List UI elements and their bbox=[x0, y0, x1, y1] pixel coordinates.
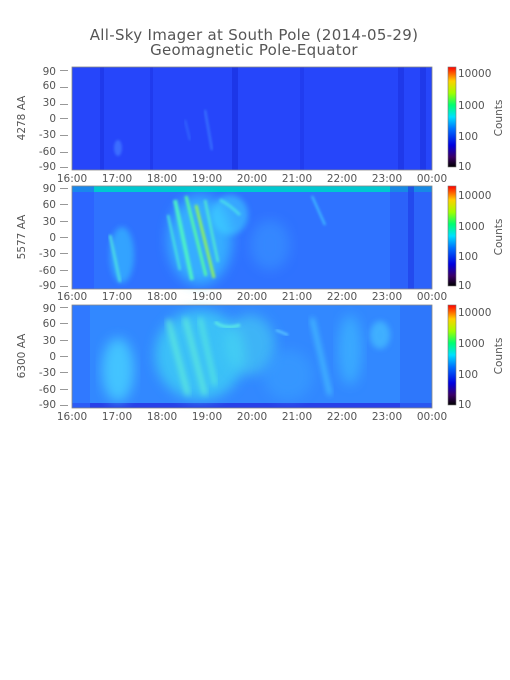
ytick-label: -60 bbox=[39, 384, 56, 396]
xtick-label: 23:00 bbox=[372, 291, 402, 303]
ytick-label: -60 bbox=[39, 265, 56, 277]
xtick-label: 21:00 bbox=[282, 173, 312, 185]
xtick-label: 00:00 bbox=[417, 411, 447, 423]
ytick-label: -30 bbox=[39, 129, 56, 141]
panel-4278-features bbox=[72, 67, 432, 170]
panel-5577-ylabel: 5577 AA bbox=[16, 214, 28, 260]
ytick-label: 0 bbox=[49, 232, 56, 244]
ytick-label: 0 bbox=[49, 113, 56, 125]
panel-4278-ylabel: 4278 AA bbox=[16, 95, 28, 141]
ytick-label: -30 bbox=[39, 248, 56, 260]
xtick-label: 18:00 bbox=[147, 411, 177, 423]
colorbar-label: Counts bbox=[493, 100, 505, 137]
ytick-label: 30 bbox=[43, 216, 56, 228]
panel-5577-features bbox=[72, 186, 432, 289]
panel-4278: 4278 AA 90 60 30 0 -30 -60 -90 16:00 17:… bbox=[16, 66, 505, 185]
xtick-label: 19:00 bbox=[192, 173, 222, 185]
colorbar-tick: 10000 bbox=[458, 190, 491, 202]
xtick-label: 16:00 bbox=[57, 291, 87, 303]
xtick-label: 23:00 bbox=[372, 411, 402, 423]
colorbar-tick: 10 bbox=[458, 161, 471, 173]
colorbar-tick: 1000 bbox=[458, 100, 485, 112]
panel-5577-xticks: 16:00 17:00 18:00 19:00 20:00 21:00 22:0… bbox=[57, 291, 447, 303]
colorbar-tick: 1000 bbox=[458, 338, 485, 350]
panel-4278-heatmap bbox=[72, 67, 432, 170]
ytick-label: 30 bbox=[43, 97, 56, 109]
xtick-label: 16:00 bbox=[57, 411, 87, 423]
xtick-label: 18:00 bbox=[147, 291, 177, 303]
ytick-label: -30 bbox=[39, 367, 56, 379]
panel-4278-xticks: 16:00 17:00 18:00 19:00 20:00 21:00 22:0… bbox=[57, 173, 447, 185]
xtick-label: 17:00 bbox=[102, 291, 132, 303]
panel-6300: 6300 AA 90 60 30 0 -30 -60 -90 16:00 17:… bbox=[16, 303, 505, 423]
xtick-label: 19:00 bbox=[192, 291, 222, 303]
xtick-label: 16:00 bbox=[57, 173, 87, 185]
xtick-label: 21:00 bbox=[282, 411, 312, 423]
panel-6300-features bbox=[72, 305, 432, 408]
xtick-label: 00:00 bbox=[417, 173, 447, 185]
ytick-label: -90 bbox=[39, 161, 56, 173]
xtick-label: 22:00 bbox=[327, 411, 357, 423]
colorbar-label: Counts bbox=[493, 338, 505, 375]
ytick-label: -90 bbox=[39, 399, 56, 411]
colorbar-tick: 10 bbox=[458, 399, 471, 411]
panel-6300-colorbar: 10000 1000 100 10 Counts bbox=[447, 304, 505, 411]
panel-6300-ylabel: 6300 AA bbox=[16, 333, 28, 379]
xtick-label: 18:00 bbox=[147, 173, 177, 185]
panel-5577-yticks: 90 60 30 0 -30 -60 -90 bbox=[39, 183, 68, 292]
chart-title: All-Sky Imager at South Pole (2014-05-29… bbox=[90, 26, 418, 44]
colorbar-tick: 100 bbox=[458, 369, 478, 381]
panel-5577: 5577 AA 90 60 30 0 -30 -60 -90 16:00 17:… bbox=[16, 183, 505, 303]
ytick-label: 60 bbox=[43, 318, 56, 330]
colorbar-label: Counts bbox=[493, 219, 505, 256]
colorbar-gradient bbox=[448, 305, 456, 405]
colorbar-tick: 100 bbox=[458, 131, 478, 143]
colorbar-tick: 100 bbox=[458, 251, 478, 263]
ytick-label: 90 bbox=[43, 303, 56, 315]
ytick-label: 60 bbox=[43, 199, 56, 211]
panel-6300-yticks: 90 60 30 0 -30 -60 -90 bbox=[39, 303, 68, 411]
colorbar-tick: 10000 bbox=[458, 68, 491, 80]
ytick-label: 60 bbox=[43, 80, 56, 92]
xtick-label: 17:00 bbox=[102, 173, 132, 185]
colorbar-tick: 1000 bbox=[458, 221, 485, 233]
ytick-label: -60 bbox=[39, 146, 56, 158]
panel-5577-colorbar: 10000 1000 100 10 Counts bbox=[447, 185, 505, 292]
xtick-label: 23:00 bbox=[372, 173, 402, 185]
xtick-label: 00:00 bbox=[417, 291, 447, 303]
xtick-label: 19:00 bbox=[192, 411, 222, 423]
xtick-label: 20:00 bbox=[237, 411, 267, 423]
ytick-label: 90 bbox=[43, 183, 56, 195]
xtick-label: 22:00 bbox=[327, 291, 357, 303]
colorbar-tick: 10 bbox=[458, 280, 471, 292]
xtick-label: 20:00 bbox=[237, 173, 267, 185]
chart-subtitle: Geomagnetic Pole-Equator bbox=[150, 41, 358, 59]
ytick-label: 30 bbox=[43, 335, 56, 347]
ytick-label: 90 bbox=[43, 66, 56, 78]
ytick-label: 0 bbox=[49, 351, 56, 363]
panel-4278-yticks: 90 60 30 0 -30 -60 -90 bbox=[39, 66, 68, 173]
colorbar-gradient bbox=[448, 67, 456, 167]
xtick-label: 17:00 bbox=[102, 411, 132, 423]
xtick-label: 22:00 bbox=[327, 173, 357, 185]
xtick-label: 21:00 bbox=[282, 291, 312, 303]
xtick-label: 20:00 bbox=[237, 291, 267, 303]
panel-4278-colorbar: 10000 1000 100 10 Counts bbox=[447, 66, 505, 173]
colorbar-gradient bbox=[448, 186, 456, 286]
ytick-label: -90 bbox=[39, 280, 56, 292]
panel-6300-xticks: 16:00 17:00 18:00 19:00 20:00 21:00 22:0… bbox=[57, 411, 447, 423]
colorbar-tick: 10000 bbox=[458, 307, 491, 319]
